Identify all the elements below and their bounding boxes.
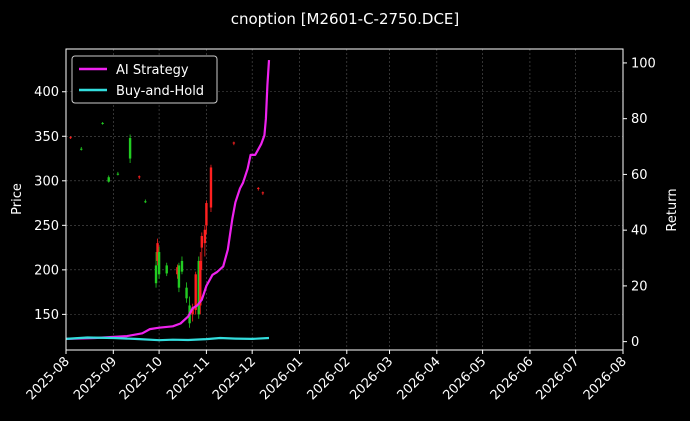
candle-body (199, 260, 202, 306)
candle (191, 303, 194, 322)
candle (80, 146, 83, 151)
candle-body (157, 252, 161, 275)
candle (107, 175, 110, 183)
candle-body (69, 137, 72, 139)
y-tick-right-label: 20 (631, 279, 648, 294)
candle-body (128, 138, 132, 159)
candle-body (116, 173, 120, 175)
buy-and-hold-line (65, 336, 270, 342)
candle (69, 136, 72, 139)
candle (197, 256, 200, 319)
candle-body (154, 265, 158, 284)
candle (261, 191, 265, 196)
candle-body (203, 229, 207, 244)
candle-body (144, 201, 147, 203)
legend-label-buy-and-hold: Buy-and-Hold (116, 84, 204, 99)
candle (257, 187, 260, 191)
candle (176, 264, 179, 279)
candle (177, 262, 181, 293)
candle (165, 262, 168, 277)
candles (69, 122, 265, 328)
candle-body (185, 287, 188, 299)
candle-body (107, 177, 110, 182)
candle-body (176, 267, 179, 275)
y-axis-right-label: Return (665, 188, 680, 231)
candle (156, 238, 159, 266)
y-tick-left-label: 400 (34, 85, 59, 100)
y-tick-left-label: 350 (34, 130, 59, 145)
legend: AI Strategy Buy-and-Hold (71, 55, 218, 104)
candle (144, 199, 147, 204)
candle-body (257, 187, 260, 189)
y-tick-left-label: 200 (34, 263, 59, 278)
y-tick-left-label: 300 (34, 174, 59, 189)
candle (180, 256, 184, 275)
candle-body (156, 243, 159, 261)
candle (154, 252, 158, 288)
plot-frame (65, 48, 624, 351)
y-tick-left-label: 250 (34, 219, 59, 234)
candle-body (165, 265, 168, 274)
y-tick-right-label: 40 (631, 224, 648, 239)
lines (65, 60, 271, 342)
candle (205, 200, 208, 235)
candle-body (209, 167, 213, 208)
y-tick-right-label: 0 (631, 335, 639, 350)
candle (203, 225, 207, 257)
candle-body (194, 274, 197, 310)
candle (185, 282, 188, 303)
candle-body (180, 260, 184, 272)
candle-body (80, 148, 83, 150)
candle (199, 252, 202, 315)
candle-body (197, 260, 200, 315)
chart-title: cnoption [M2601-C-2750.DCE] (231, 10, 460, 28)
candle-body (191, 307, 194, 315)
candle (232, 141, 236, 146)
candle-body (261, 192, 265, 194)
candle-body (177, 265, 181, 288)
y-axis-left-label: Price (10, 183, 25, 215)
candle (200, 232, 204, 270)
y-tick-right-label: 80 (631, 112, 648, 127)
ai-strategy-line (65, 60, 271, 340)
candle (128, 134, 132, 163)
candle (157, 246, 161, 279)
candle (138, 175, 141, 180)
candle-body (232, 142, 236, 144)
y-tick-right-label: 60 (631, 168, 648, 183)
legend-box (71, 55, 218, 104)
candle (116, 171, 120, 176)
candle-body (101, 122, 104, 124)
y-tick-left-label: 150 (34, 308, 59, 323)
candle-body (138, 176, 141, 178)
legend-label-ai-strategy: AI Strategy (116, 63, 189, 78)
candle-body (205, 203, 208, 226)
candle (101, 122, 104, 125)
candle (209, 164, 213, 212)
y-tick-right-label: 100 (631, 56, 656, 71)
candle-body (200, 236, 204, 248)
